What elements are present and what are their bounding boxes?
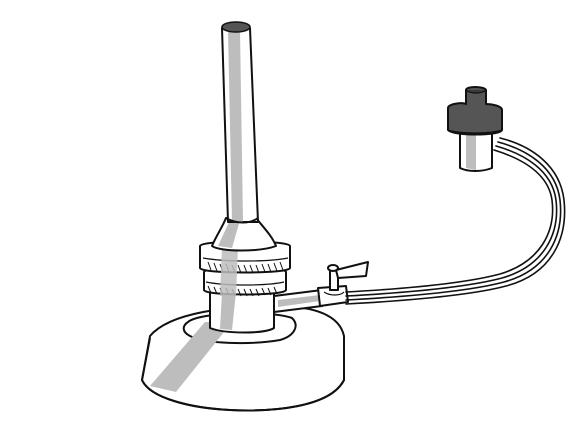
gas-inlet: [273, 261, 369, 313]
barrel-cone: [211, 217, 277, 252]
gas-nozzle: [447, 86, 503, 172]
barrel-lower: [209, 289, 275, 334]
barrel-tube: [221, 21, 259, 224]
gas-hose: [345, 137, 566, 305]
